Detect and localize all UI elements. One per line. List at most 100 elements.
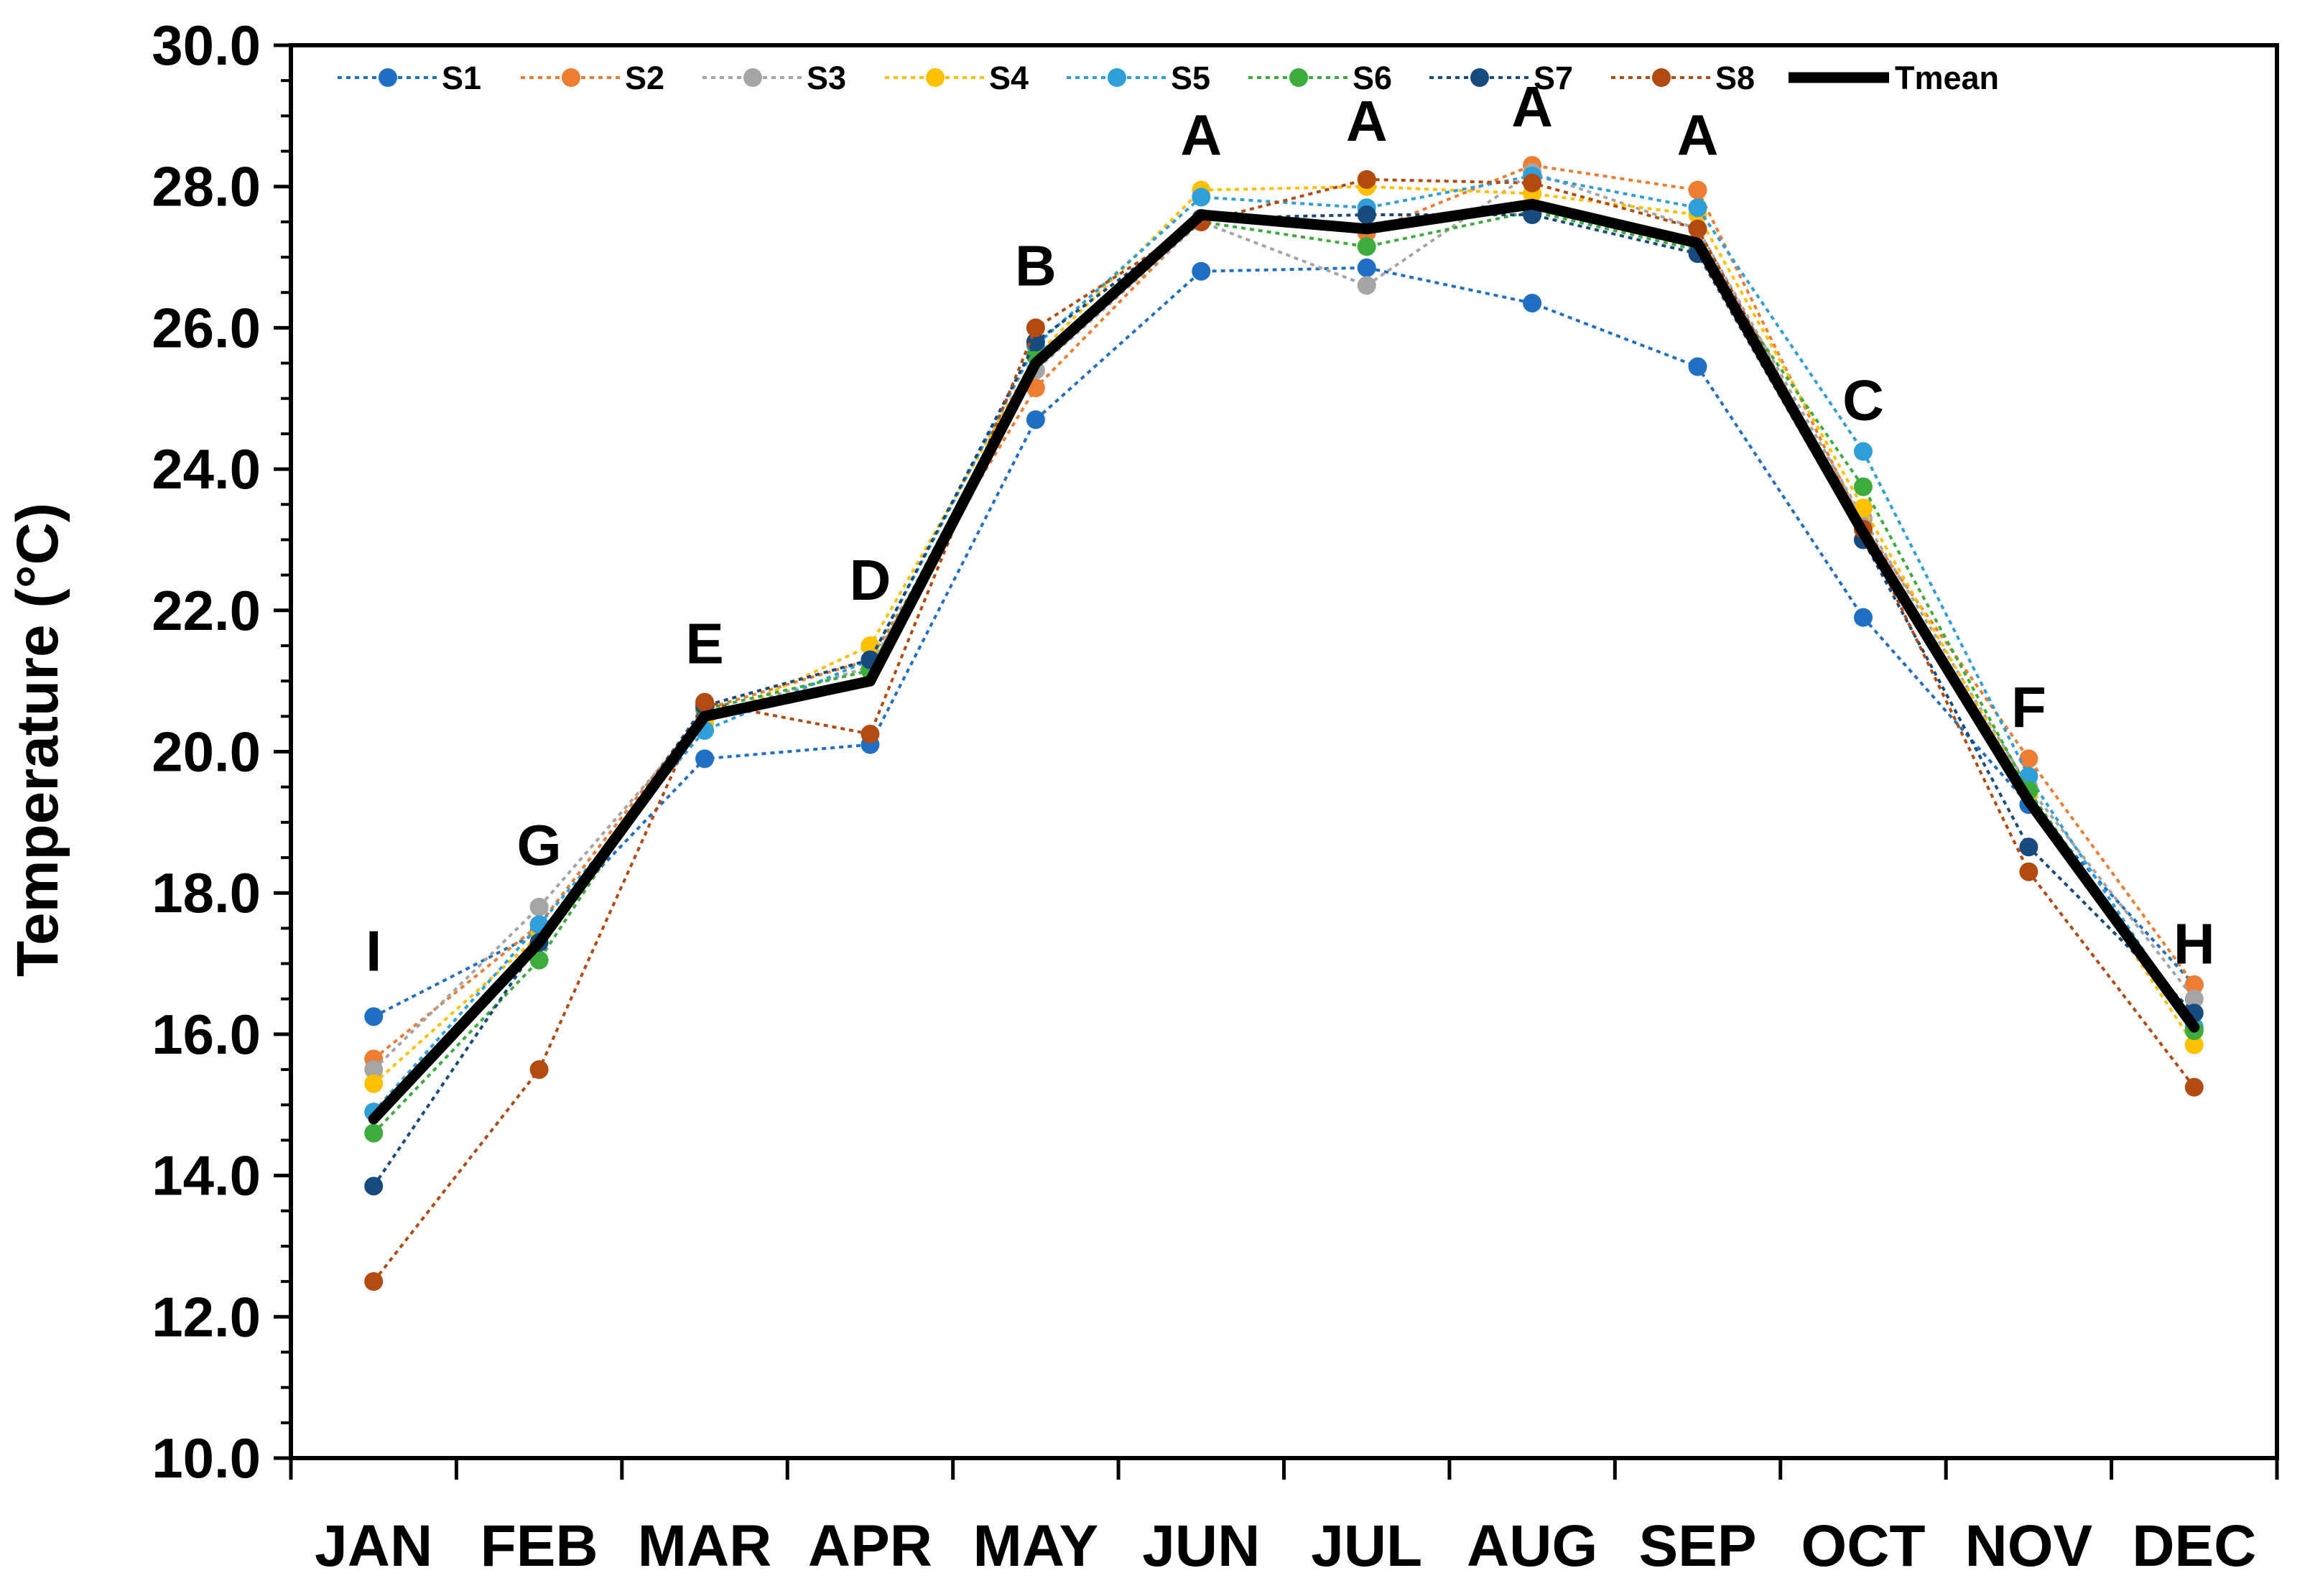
legend-marker-s2 (562, 68, 580, 87)
series-line-s1 (373, 266, 2196, 1019)
data-point-s8-aug (1523, 173, 1542, 192)
annotation-sep: A (1677, 103, 1719, 167)
x-tick-label-feb: FEB (481, 1513, 598, 1579)
data-point-s6-oct (1853, 477, 1873, 496)
data-point-s3-dec (2184, 989, 2204, 1008)
x-tick-label-mar: MAR (638, 1513, 772, 1579)
data-point-s3-jul (1357, 276, 1376, 295)
y-tick-label: 30.0 (152, 14, 261, 77)
x-tick-label-aug: AUG (1467, 1513, 1597, 1579)
data-point-s1-mar (695, 749, 715, 769)
annotation-may: B (1015, 233, 1057, 297)
data-point-s8-may (1026, 318, 1045, 338)
y-tick-label: 10.0 (152, 1426, 261, 1490)
data-point-s7-nov (2019, 838, 2038, 857)
y-tick-label: 24.0 (152, 437, 261, 501)
data-point-s7-jan (364, 1177, 384, 1196)
data-point-s7-jul (1357, 205, 1376, 225)
data-point-s4-jan (364, 1074, 384, 1093)
data-point-s4-oct (1853, 498, 1873, 518)
data-point-s8-mar (695, 692, 715, 712)
legend-label-s4: S4 (989, 60, 1029, 96)
series-group (364, 156, 2204, 1291)
annotation-mar: E (685, 612, 723, 676)
y-tick-label: 20.0 (152, 720, 261, 784)
legend-marker-s5 (1108, 68, 1126, 87)
data-point-s8-dec (2184, 1077, 2204, 1097)
legend: S1 S2 S3 S4 S5 S6 S7 S8 Tmean (338, 60, 1999, 96)
x-tick-label-jul: JUL (1311, 1513, 1422, 1579)
legend-marker-s6 (1289, 68, 1308, 87)
data-point-s6-jul (1357, 237, 1376, 256)
annotation-feb: G (517, 813, 562, 877)
y-tick-label: 18.0 (152, 861, 261, 924)
x-tick-label-sep: SEP (1638, 1513, 1756, 1579)
legend-label-s5: S5 (1171, 60, 1210, 96)
annotation-oct: C (1842, 368, 1884, 432)
data-point-s5-sep (1688, 198, 1707, 218)
legend-label-s6: S6 (1353, 60, 1392, 96)
data-point-s1-may (1026, 410, 1045, 430)
x-tick-label-jan: JAN (315, 1513, 432, 1579)
y-tick-label: 28.0 (152, 155, 261, 218)
data-point-s8-jan (364, 1272, 384, 1291)
y-axis-label: Temperature (°C) (5, 503, 70, 977)
data-point-s3-feb (529, 897, 549, 917)
data-point-s2-sep (1688, 180, 1707, 200)
data-point-s5-oct (1853, 442, 1873, 461)
y-tick-label: 14.0 (152, 1144, 261, 1207)
data-point-s1-aug (1523, 293, 1542, 312)
legend-marker-s7 (1470, 68, 1489, 87)
legend-marker-s1 (379, 68, 397, 87)
x-tick-label-apr: APR (808, 1513, 932, 1579)
data-point-s2-dec (2184, 975, 2204, 995)
y-tick-label: 16.0 (152, 1003, 261, 1066)
x-tick-label-jun: JUN (1142, 1513, 1260, 1579)
x-tick-label-dec: DEC (2132, 1513, 2256, 1579)
annotation-dec: H (2174, 912, 2215, 976)
y-tick-label: 26.0 (152, 296, 261, 359)
axes-group: 10.0 12.0 14.0 16.0 18.0 20.0 22.0 24.0 26.0 28.0… (152, 14, 2279, 1579)
data-point-s5-jun (1192, 187, 1211, 207)
legend-marker-s8 (1652, 68, 1671, 87)
annotation-jul: A (1346, 89, 1388, 153)
series-line-tmean (368, 198, 2200, 1125)
annotation-nov: F (2011, 675, 2046, 739)
legend-label-s2: S2 (625, 60, 664, 96)
data-point-s1-oct (1853, 608, 1873, 627)
x-tick-label-nov: NOV (1965, 1513, 2093, 1579)
data-point-s1-jul (1357, 258, 1376, 277)
data-point-s3-jan (364, 1060, 384, 1080)
x-tick-label-oct: OCT (1801, 1513, 1925, 1579)
legend-label-s3: S3 (807, 60, 846, 96)
data-point-s2-nov (2019, 749, 2038, 769)
x-tick-label-may: MAY (973, 1513, 1099, 1579)
data-point-s8-jul (1357, 170, 1376, 189)
annotation-apr: D (850, 548, 891, 612)
data-point-s8-nov (2019, 862, 2038, 881)
data-point-s6-jan (364, 1123, 384, 1143)
annotations-group: I G E D B A A A A C F H (366, 75, 2215, 983)
legend-label-s7: S7 (1534, 60, 1573, 96)
annotation-jun: A (1180, 103, 1222, 167)
data-point-s8-sep (1688, 219, 1707, 238)
data-point-s4-dec (2184, 1035, 2204, 1054)
series-line-s4 (372, 185, 2196, 1085)
data-point-s1-jan (364, 1007, 384, 1026)
y-tick-label: 22.0 (152, 579, 261, 642)
data-point-s1-sep (1688, 357, 1707, 376)
legend-label-tmean: Tmean (1895, 60, 1999, 96)
series-line-s6 (372, 210, 2196, 1134)
annotation-jan: I (366, 919, 381, 983)
legend-label-s1: S1 (442, 60, 481, 96)
series-line-s5 (372, 174, 2196, 1113)
y-tick-label: 12.0 (152, 1285, 261, 1348)
data-point-s4-apr (861, 636, 880, 655)
legend-label-s8: S8 (1715, 60, 1755, 96)
data-point-s8-feb (529, 1060, 549, 1080)
annotation-aug: A (1511, 75, 1553, 139)
data-point-s8-apr (861, 724, 880, 743)
data-point-s1-jun (1192, 261, 1211, 281)
